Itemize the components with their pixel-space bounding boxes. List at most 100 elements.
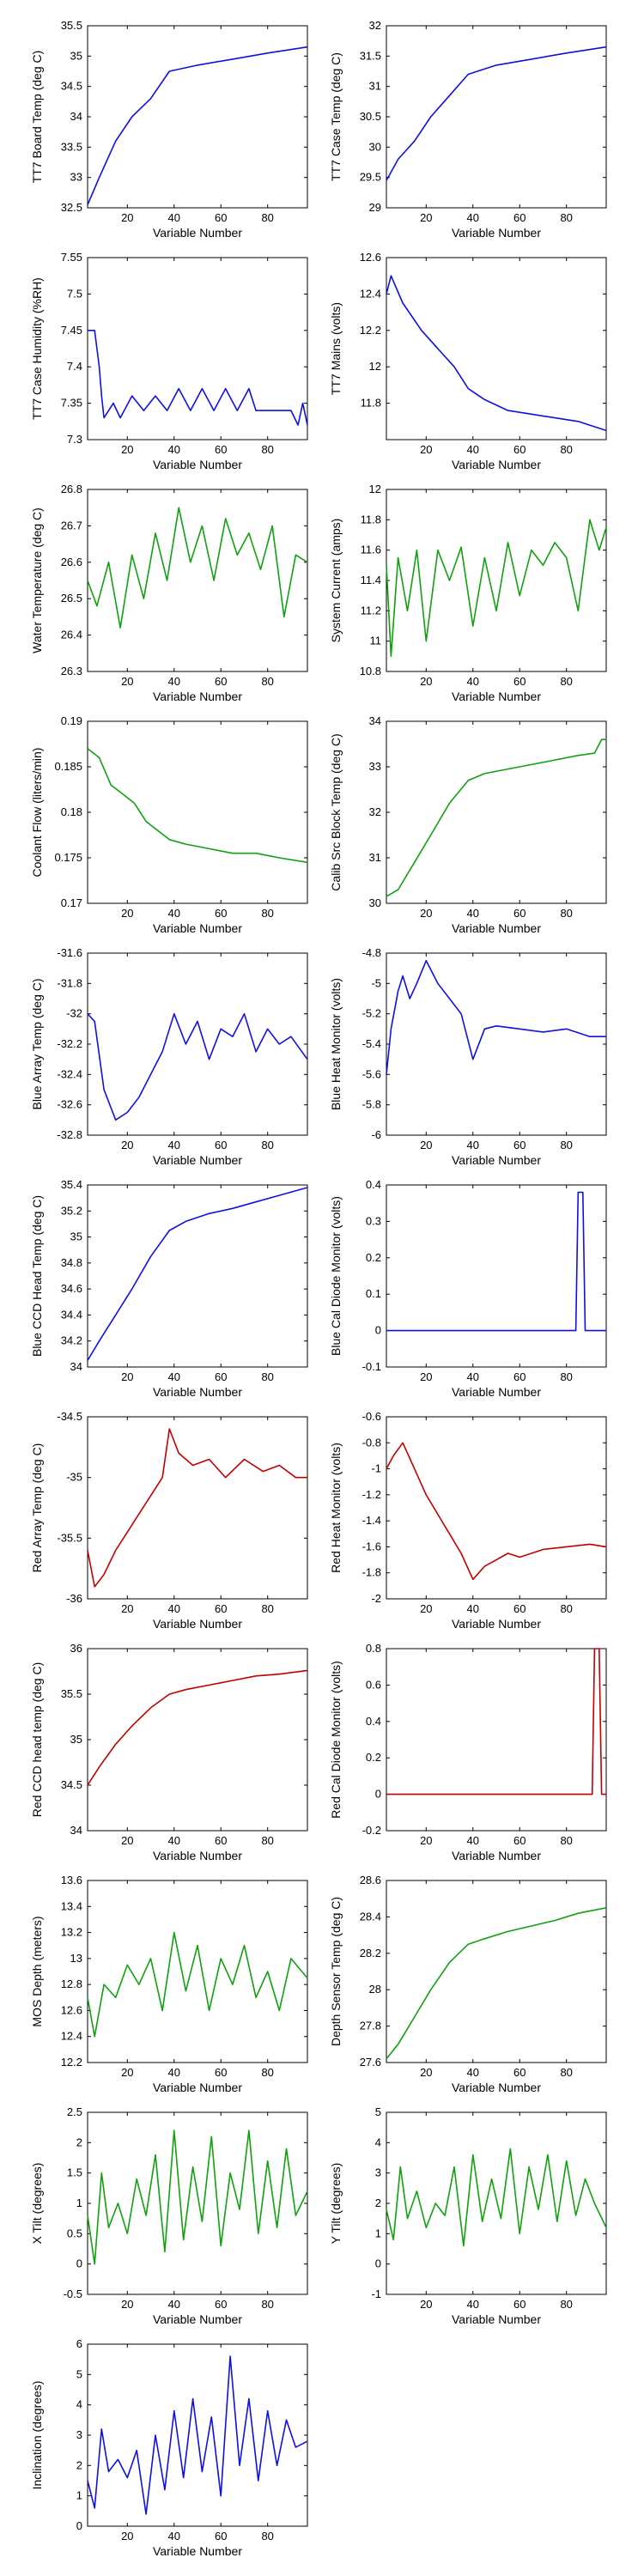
y-tick-label: 31.5: [360, 49, 381, 62]
series-line: [386, 1907, 607, 2060]
x-tick-label: 40: [467, 2298, 479, 2311]
y-tick-label: 26.7: [61, 519, 82, 532]
plot-frame: [87, 952, 308, 1136]
y-tick-label: 29.5: [360, 171, 381, 184]
y-axis-label: Calib Src Block Temp (deg C): [329, 733, 343, 890]
y-axis-label: Red CCD head temp (deg C): [30, 1662, 44, 1818]
y-tick-label: 35.2: [61, 1204, 82, 1217]
series-line: [87, 748, 308, 864]
x-tick-label: 20: [420, 1834, 432, 1847]
x-tick-label: 20: [420, 443, 432, 456]
x-tick-label: 80: [560, 1834, 572, 1847]
y-tick-label: 35: [70, 49, 82, 62]
x-axis-label: Variable Number: [452, 921, 541, 935]
x-tick-label: 40: [467, 443, 479, 456]
y-tick-label: -35: [66, 1471, 82, 1484]
y-axis-label: Blue CCD Head Temp (deg C): [30, 1195, 44, 1357]
y-tick-label: 0.4: [366, 1178, 381, 1191]
y-tick-label: 34.5: [61, 1778, 82, 1791]
x-tick-label: 40: [467, 1139, 479, 1151]
series-line: [386, 46, 607, 181]
y-tick-label: 12.6: [360, 251, 381, 264]
y-tick-label: 7.5: [67, 287, 82, 300]
y-tick-label: 12.4: [61, 2030, 82, 2043]
series-line: [386, 2148, 607, 2247]
plot-frame: [87, 1416, 308, 1600]
plot-frame: [386, 952, 607, 1136]
y-tick-label: -5.8: [362, 1098, 381, 1111]
y-tick-label: 27.6: [360, 2056, 381, 2069]
series-line: [87, 507, 308, 629]
y-tick-label: 12: [369, 360, 381, 373]
x-axis-label: Variable Number: [452, 1617, 541, 1631]
series-line: [87, 1012, 308, 1121]
y-axis-label: TT7 Board Temp (deg C): [30, 51, 44, 184]
x-tick-label: 40: [467, 2066, 479, 2079]
x-axis-label: Variable Number: [452, 2312, 541, 2326]
y-tick-label: 12: [369, 483, 381, 495]
plot-frame: [386, 1648, 607, 1832]
x-tick-label: 80: [560, 2066, 572, 2079]
series-line: [87, 1187, 308, 1361]
y-tick-label: 0.185: [54, 760, 82, 773]
x-tick-label: 80: [261, 2530, 273, 2543]
y-tick-label: 4: [375, 2136, 381, 2148]
y-tick-label: 0.19: [61, 714, 82, 727]
x-tick-label: 60: [513, 675, 526, 688]
y-tick-label: 34: [70, 110, 82, 123]
x-tick-label: 60: [215, 443, 227, 456]
x-tick-label: 40: [168, 2298, 180, 2311]
chart-panel-20: 20 40 60 80 0 1 2 3 4 5 6 Variable Number Inclinatio…: [30, 2337, 308, 2558]
y-tick-label: 35.5: [61, 19, 82, 32]
y-tick-label: 2: [375, 2196, 381, 2209]
y-tick-label: -32.6: [57, 1098, 82, 1111]
x-axis-label: Variable Number: [153, 1153, 242, 1167]
y-tick-label: 31: [369, 80, 381, 93]
y-tick-label: 7.3: [67, 433, 82, 446]
x-tick-label: 20: [420, 211, 432, 224]
series-line: [386, 1442, 607, 1581]
plot-frame: [386, 257, 607, 440]
x-tick-label: 20: [121, 2530, 133, 2543]
x-tick-label: 20: [121, 1370, 133, 1383]
x-tick-label: 80: [560, 1602, 572, 1615]
y-tick-label: 28.4: [360, 1910, 381, 1923]
y-tick-label: 7.45: [61, 324, 82, 337]
x-tick-label: 60: [215, 1602, 227, 1615]
y-tick-label: 10.8: [360, 665, 381, 677]
x-tick-label: 80: [261, 1602, 273, 1615]
y-tick-label: 0.4: [366, 1715, 381, 1728]
y-tick-label: 3: [76, 2428, 82, 2441]
y-axis-label: Water Temperature (deg C): [30, 507, 44, 653]
y-tick-label: -34.5: [57, 1410, 82, 1423]
x-tick-label: 60: [513, 1370, 526, 1383]
y-tick-label: 34: [70, 1360, 82, 1373]
x-tick-label: 60: [513, 443, 526, 456]
series-line: [386, 1191, 606, 1332]
y-tick-label: 34.2: [61, 1334, 82, 1347]
y-axis-label: TT7 Case Temp (deg C): [329, 52, 343, 181]
y-tick-label: 36: [70, 1642, 82, 1655]
x-tick-label: 60: [215, 1834, 227, 1847]
y-tick-label: 5: [76, 2367, 82, 2380]
y-tick-label: 7.4: [67, 360, 82, 373]
plot-frame: [87, 720, 308, 904]
y-tick-label: -1.2: [362, 1488, 381, 1501]
plot-frame: [87, 2111, 308, 2295]
y-tick-label: 0: [375, 1788, 381, 1801]
y-tick-label: 34.8: [61, 1256, 82, 1269]
y-axis-label: Blue Array Temp (deg C): [30, 978, 44, 1109]
y-tick-label: 0.2: [366, 1251, 381, 1264]
y-tick-label: 26.5: [61, 592, 82, 605]
y-tick-label: 28.2: [360, 1947, 381, 1959]
chart-panel-16: 20 40 60 80 12.2 12.4 12.6 12.8 13 13.2 13.4 13.6 Va…: [30, 1874, 308, 2094]
x-tick-label: 40: [467, 907, 479, 920]
plot-frame: [87, 25, 308, 209]
y-tick-label: 12.6: [61, 2003, 82, 2016]
y-tick-label: 26.6: [61, 556, 82, 568]
x-tick-label: 60: [513, 1602, 526, 1615]
x-tick-label: 20: [420, 675, 432, 688]
y-tick-label: 0.5: [67, 2227, 82, 2239]
plot-frame: [386, 25, 607, 209]
